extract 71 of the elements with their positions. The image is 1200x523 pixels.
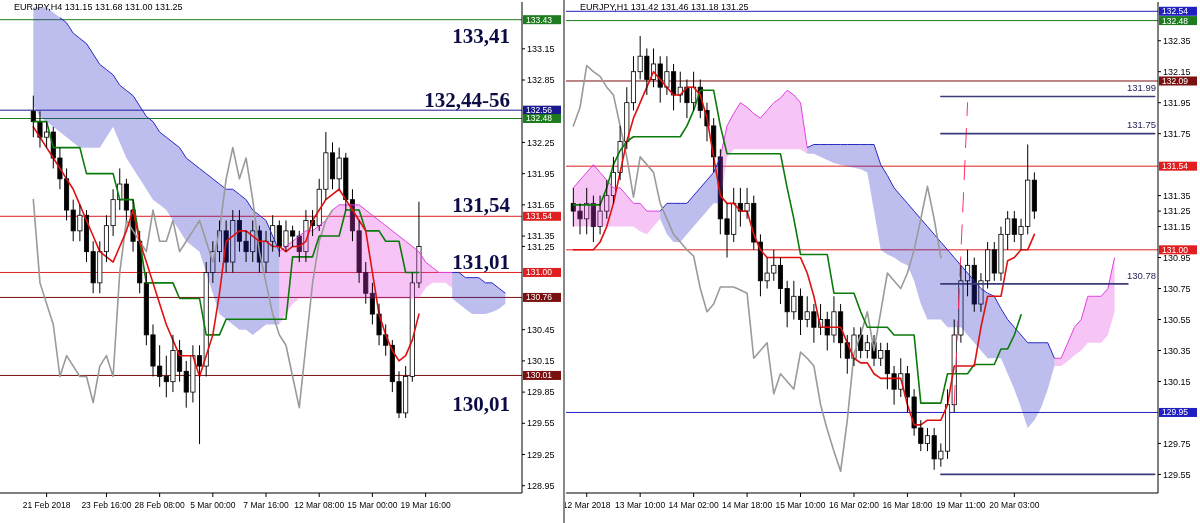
x-tick-label: 20 Mar 03:00	[989, 500, 1040, 510]
ref-line-label: 132.48	[1162, 15, 1189, 26]
ref-line-label: 129.95	[1162, 407, 1189, 418]
ref-line-label: 132.56	[526, 105, 553, 116]
y-tick-label: 129.25	[527, 449, 555, 460]
x-tick-label: 23 Feb 16:00	[81, 500, 132, 510]
x-tick-label: 13 Mar 10:00	[615, 500, 666, 510]
ref-line-label: 130.01	[526, 370, 553, 381]
chart-title: EURJPY,H1 131.42 131.46 131.18 131.25	[580, 1, 749, 12]
annotation: 130,01	[452, 392, 510, 417]
ref-line-label: 131.54	[526, 211, 553, 222]
y-tick-label: 132.35	[1163, 35, 1191, 46]
annotation: 133,41	[452, 24, 510, 49]
annotation: 131.75	[1126, 119, 1156, 131]
candlestick	[1031, 171, 1037, 220]
y-tick-label: 132.25	[527, 137, 555, 148]
x-tick-label: 14 Mar 02:00	[668, 500, 719, 510]
y-tick-label: 129.75	[1163, 438, 1191, 449]
y-tick-label: 131.95	[527, 168, 555, 179]
ref-line-label: 131.54	[1162, 161, 1189, 172]
annotation: 131.99	[1126, 82, 1156, 94]
x-tick-label: 21 Feb 2018	[22, 500, 71, 510]
x-tick-label: 7 Mar 16:00	[243, 500, 289, 510]
x-tick-label: 19 Mar 16:00	[400, 500, 451, 510]
x-tick-label: 15 Mar 00:00	[347, 500, 398, 510]
y-tick-label: 131.75	[1163, 128, 1191, 139]
y-tick-label: 131.95	[1163, 97, 1191, 108]
y-tick-label: 131.25	[1163, 206, 1191, 217]
y-tick-label: 131.35	[527, 231, 555, 242]
ref-line-label: 132.54	[1162, 6, 1189, 17]
x-tick-label: 5 Mar 00:00	[190, 500, 236, 510]
y-tick-label: 130.15	[1163, 376, 1191, 387]
x-tick-label: 16 Mar 18:00	[882, 500, 933, 510]
line-series	[278, 204, 453, 273]
x-tick-label: 16 Mar 02:00	[828, 500, 880, 510]
y-tick-label: 130.55	[1163, 314, 1191, 325]
y-tick-label: 131.15	[1163, 221, 1191, 232]
annotation: 131,01	[452, 250, 510, 275]
ref-line-label: 130.76	[526, 292, 553, 303]
y-tick-label: 130.15	[527, 356, 555, 367]
y-tick-label: 131.25	[527, 241, 555, 252]
y-tick-label: 131.35	[1163, 190, 1191, 201]
ref-line-label: 131.00	[1162, 244, 1189, 255]
y-tick-label: 129.55	[1163, 469, 1191, 480]
candlestick	[30, 95, 36, 138]
chart-title: EURJPY,H4 131.15 131.68 131.00 131.25	[14, 1, 183, 12]
y-tick-label: 128.95	[527, 480, 555, 491]
x-tick-label: 19 Mar 11:00	[936, 500, 986, 510]
x-tick-label: 12 Mar 08:00	[294, 500, 345, 510]
line-series	[572, 64, 942, 473]
y-tick-label: 130.95	[1163, 252, 1191, 263]
x-tick-label: 14 Mar 18:00	[722, 500, 773, 510]
y-tick-label: 129.85	[527, 387, 555, 398]
y-tick-label: 130.45	[527, 324, 555, 335]
y-tick-label: 132.15	[1163, 66, 1191, 77]
ref-line-label: 133.43	[526, 14, 553, 25]
annotation: 130.78	[1126, 270, 1156, 282]
y-tick-label: 129.55	[527, 418, 555, 429]
annotation: 131,54	[452, 193, 511, 218]
y-tick-label: 130.35	[1163, 345, 1191, 356]
line-series	[32, 146, 334, 409]
y-tick-label: 131.65	[527, 200, 555, 210]
ref-line-label: 132.09	[1162, 75, 1189, 86]
annotation: 132,44-56	[424, 88, 510, 113]
y-tick-label: 132.85	[527, 75, 555, 86]
ref-line-label: 131.00	[526, 267, 553, 278]
y-tick-label: 130.75	[1163, 283, 1191, 294]
x-tick-label: 15 Mar 10:00	[775, 500, 826, 510]
ref-line-label: 132.48	[526, 113, 553, 124]
x-tick-label: 28 Feb 08:00	[134, 500, 185, 510]
y-tick-label: 133.15	[527, 43, 555, 54]
